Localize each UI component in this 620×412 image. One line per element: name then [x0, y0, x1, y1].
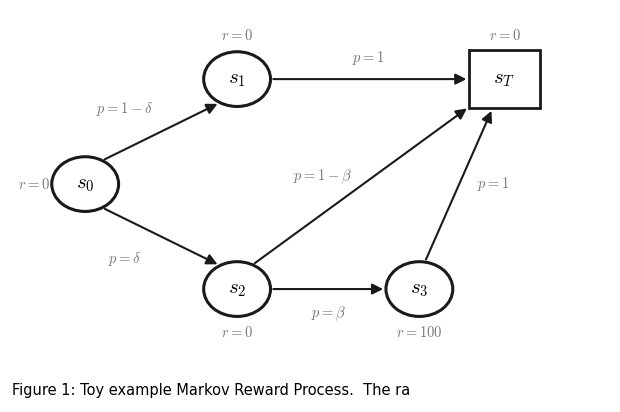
- FancyBboxPatch shape: [469, 50, 539, 108]
- Text: $\boldsymbol{s_2}$: $\boldsymbol{s_2}$: [228, 279, 246, 299]
- Text: $p = 1$: $p = 1$: [477, 175, 510, 193]
- Ellipse shape: [203, 52, 270, 106]
- Text: $p = 1 - \beta$: $p = 1 - \beta$: [293, 167, 352, 186]
- Text: $r = 0$: $r = 0$: [489, 28, 520, 44]
- Text: $p = 1 - \delta$: $p = 1 - \delta$: [96, 100, 153, 118]
- Text: $r = 0$: $r = 0$: [221, 28, 253, 44]
- Text: $p = \beta$: $p = \beta$: [311, 304, 346, 323]
- Text: $p = \delta$: $p = \delta$: [108, 250, 141, 268]
- Text: $\boldsymbol{s_3}$: $\boldsymbol{s_3}$: [410, 279, 428, 299]
- Text: $\boldsymbol{s_1}$: $\boldsymbol{s_1}$: [228, 69, 246, 89]
- Text: $r = 100$: $r = 100$: [396, 325, 443, 339]
- Ellipse shape: [51, 157, 118, 211]
- Text: $\boldsymbol{s_0}$: $\boldsymbol{s_0}$: [76, 174, 94, 194]
- Text: $r = 0$: $r = 0$: [17, 177, 50, 192]
- Text: $r = 0$: $r = 0$: [221, 325, 253, 339]
- Ellipse shape: [386, 262, 453, 316]
- Ellipse shape: [203, 262, 270, 316]
- Text: $\boldsymbol{s_T}$: $\boldsymbol{s_T}$: [494, 69, 515, 89]
- Text: $p = 1$: $p = 1$: [352, 49, 384, 68]
- Text: Figure 1: Toy example Markov Reward Process.  The ra: Figure 1: Toy example Markov Reward Proc…: [12, 383, 410, 398]
